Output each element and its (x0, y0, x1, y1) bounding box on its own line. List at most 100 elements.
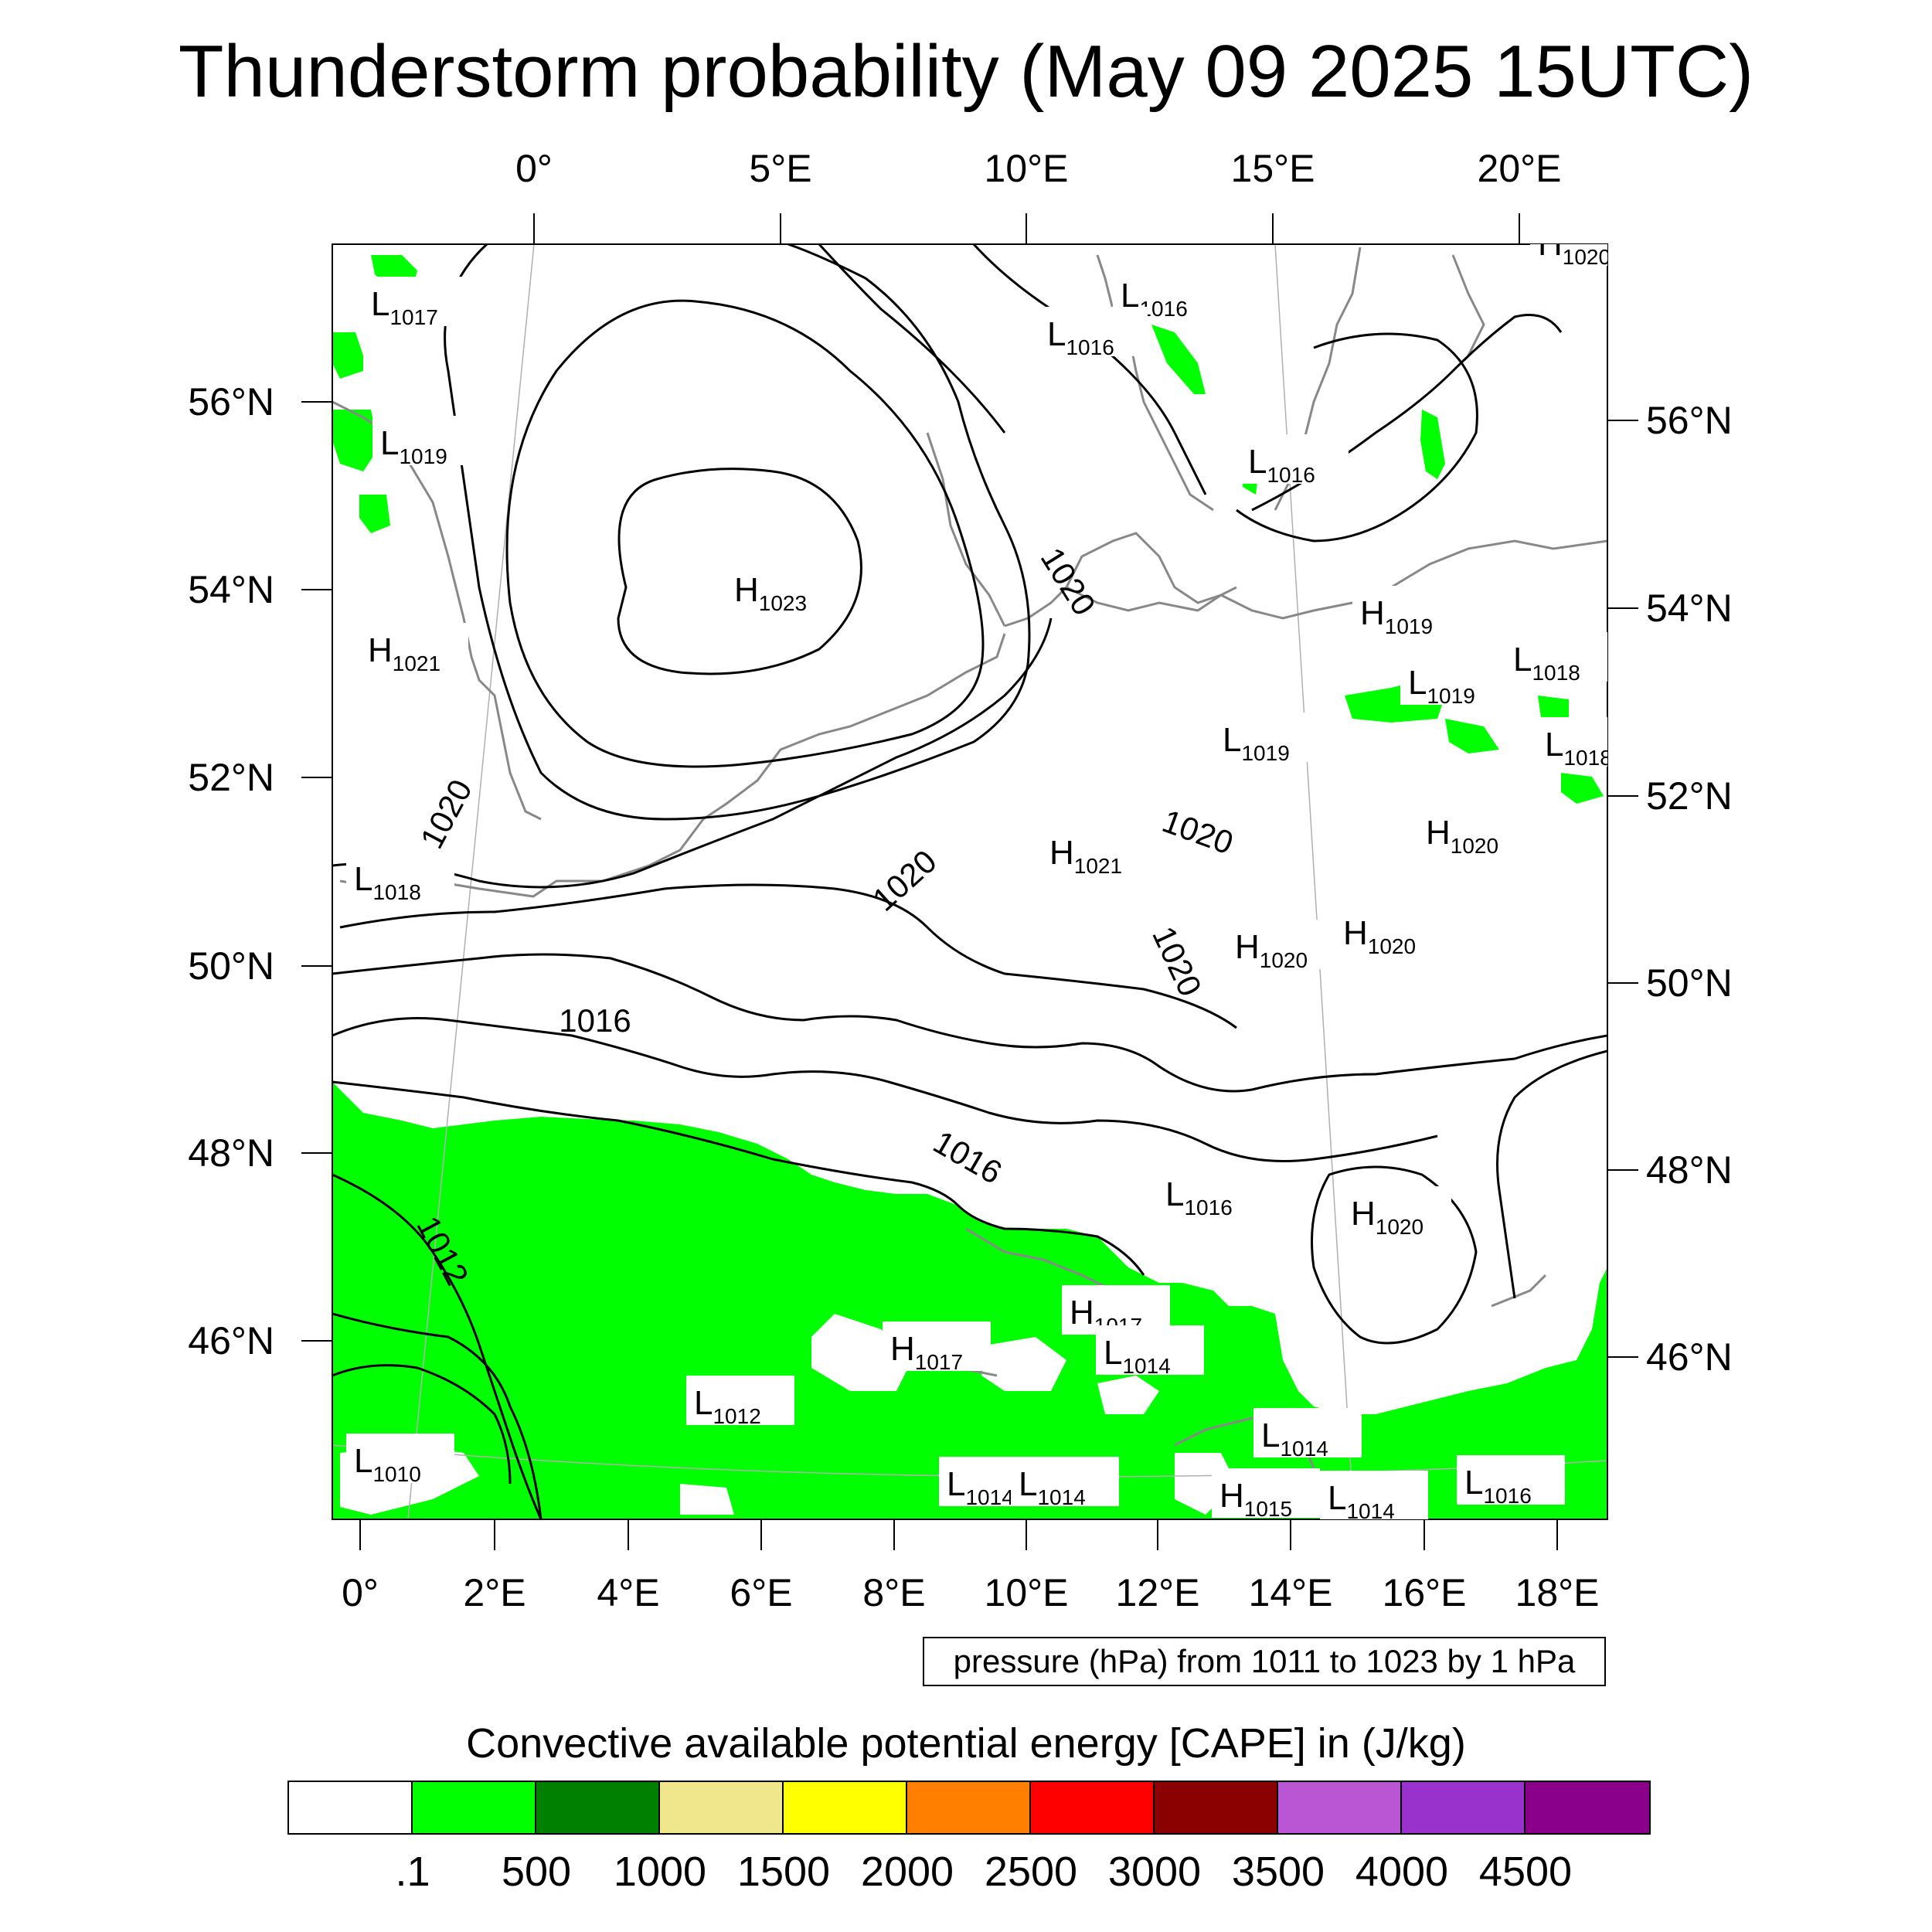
colorbar-title: Convective available potential energy [C… (466, 1720, 1466, 1767)
isobar (339, 883, 1237, 1029)
isobar (617, 468, 862, 675)
cape-spot (1538, 696, 1569, 723)
colorbar-swatch (536, 1782, 660, 1833)
left-lat-label: 54°N (188, 568, 274, 611)
right-lat-label: 54°N (1646, 587, 1733, 630)
isobar (332, 1312, 543, 1519)
left-lat-label: 50°N (188, 944, 274, 988)
left-lat-label: 52°N (188, 756, 274, 799)
low-pressure-center: L1018 (1545, 726, 1612, 770)
pressure-center-bg (1418, 805, 1526, 855)
top-lon-label: 0° (515, 147, 553, 190)
cape-spot (359, 495, 390, 533)
pressure-center-bg (1212, 1468, 1320, 1518)
isobar (1236, 332, 1478, 543)
pressure-center-bg (1240, 434, 1349, 484)
colorbar-swatch (1031, 1782, 1155, 1833)
high-pressure-center: H1021 (368, 631, 440, 675)
colorbar-swatch (1526, 1782, 1649, 1833)
colorbar-tick-label: 500 (501, 1849, 572, 1895)
pressure-center-bg (1505, 632, 1607, 682)
pressure-center-bg (346, 1434, 454, 1483)
top-lon-label: 5°E (749, 147, 811, 190)
high-pressure-center: H1020 (1426, 814, 1498, 858)
map-frame (332, 243, 1608, 1520)
high-pressure-center: H1023 (734, 571, 807, 615)
isobar (444, 244, 1031, 821)
cape-spot (1151, 325, 1206, 394)
low-pressure-center: L1016 (1248, 443, 1315, 487)
bottom-lon-label: 4°E (597, 1571, 659, 1614)
isobar (972, 244, 1207, 495)
low-pressure-center: L1019 (1223, 721, 1290, 765)
cape-spot (1445, 719, 1499, 753)
colorbar-tick-label: 3000 (1107, 1849, 1202, 1895)
high-pressure-center: H1021 (1049, 834, 1122, 878)
pressure-center-bg (883, 1321, 991, 1371)
colorbar-swatch (1278, 1782, 1402, 1833)
bottom-lon-label: 14°E (1249, 1571, 1333, 1614)
isobar (332, 1364, 512, 1485)
pressure-center-bg (1400, 655, 1509, 705)
contour-label: 1016 (927, 1124, 1008, 1191)
colorbar-swatch (413, 1782, 536, 1833)
bottom-lon-label: 10°E (985, 1571, 1069, 1614)
coastline (1451, 254, 1485, 356)
low-pressure-center: L1018 (1513, 641, 1580, 685)
isobar (818, 244, 1006, 434)
contour-label: 1020 (1034, 541, 1103, 621)
coastline (926, 432, 1006, 627)
pressure-center-bg (1320, 1471, 1428, 1519)
cape-colorbar (287, 1781, 1651, 1835)
contour-label: 1020 (866, 842, 944, 917)
low-pressure-center: L1014 (1104, 1334, 1171, 1378)
isobar (1496, 1049, 1607, 1299)
contour-label: 1016 (559, 1002, 631, 1039)
clear-area (981, 1337, 1066, 1391)
low-pressure-center: L1014 (947, 1465, 1014, 1509)
colorbar-tick-label: .1 (395, 1849, 430, 1895)
right-lat-label: 50°N (1646, 961, 1733, 1005)
low-pressure-center: L1019 (380, 424, 447, 468)
bottom-lon-label: 18°E (1515, 1571, 1600, 1614)
colorbar-swatch (784, 1782, 907, 1833)
low-pressure-center: L1018 (354, 860, 421, 904)
contour-label: 1020 (413, 774, 479, 855)
coastline (1096, 254, 1214, 512)
colorbar-tick-label: 2500 (984, 1849, 1078, 1895)
pressure-center-bg (1042, 825, 1150, 875)
coastline (1274, 247, 1362, 511)
pressure-center-bg (1537, 717, 1607, 767)
contour-label: 1020 (1158, 802, 1238, 861)
top-lon-label: 20°E (1478, 147, 1562, 190)
pressure-center-bg (686, 1376, 794, 1425)
high-pressure-center: H1020 (1235, 928, 1308, 972)
isobar (1311, 1165, 1478, 1345)
coastline (1066, 539, 1607, 620)
contour-label: 1020 (1145, 921, 1209, 1002)
pressure-center-bg (1457, 1455, 1565, 1505)
isobar (332, 1017, 1438, 1162)
pressure-center-bg (363, 277, 471, 326)
isobar (505, 299, 985, 768)
low-pressure-center: L1016 (1464, 1464, 1532, 1508)
pressure-center-bg (1039, 307, 1148, 356)
low-pressure-center: L1014 (1019, 1465, 1086, 1509)
isobar-layer (332, 244, 1607, 1519)
coastline (339, 633, 1006, 898)
colorbar-swatch (1402, 1782, 1526, 1833)
right-lat-label: 46°N (1646, 1335, 1733, 1379)
colorbar-swatch (1155, 1782, 1278, 1833)
pressure-center-bg (1530, 244, 1607, 266)
colorbar-tick-label: 4000 (1355, 1849, 1449, 1895)
right-lat-label: 48°N (1646, 1148, 1733, 1192)
pressure-center-bg (1158, 1167, 1266, 1216)
pressure-center-bg (360, 623, 468, 672)
pressure-legend-box: pressure (hPa) from 1011 to 1023 by 1 hP… (923, 1637, 1606, 1686)
bottom-lon-label: 16°E (1383, 1571, 1467, 1614)
pressure-center-bg (372, 416, 481, 465)
cape-spot (1561, 773, 1604, 804)
clear-area (680, 1484, 734, 1515)
low-pressure-center: L1012 (694, 1384, 761, 1428)
